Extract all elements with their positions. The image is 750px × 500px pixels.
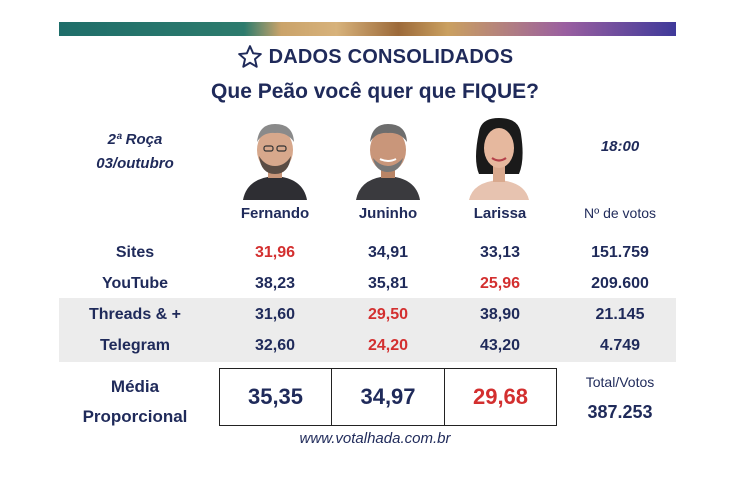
- row-value: 33,13: [479, 244, 521, 261]
- average-label-line2: Proporcional: [82, 407, 188, 426]
- round-info: 2ª Roça 03/outubro: [70, 128, 200, 176]
- row-value: 25,96: [479, 275, 521, 292]
- average-box: 29,68: [444, 368, 557, 426]
- candidate-photo-fernando: [237, 112, 313, 200]
- candidate-photo-juninho: [350, 112, 426, 200]
- row-label: Telegram: [100, 337, 170, 354]
- total-votes-label: Total/Votos: [585, 374, 655, 390]
- page-subtitle: Que Peão você quer que FIQUE?: [211, 80, 539, 103]
- star-icon: [237, 45, 262, 68]
- table-row: Sites 31,96 34,91 33,13 151.759: [0, 238, 750, 268]
- candidate-name-larissa: Larissa: [473, 205, 527, 222]
- row-votes: 209.600: [591, 275, 649, 292]
- row-value: 43,20: [479, 337, 521, 354]
- row-value: 29,50: [367, 306, 409, 323]
- row-value: 38,90: [479, 306, 521, 323]
- page-title: DADOS CONSOLIDADOS: [268, 45, 514, 68]
- row-value: 38,23: [254, 275, 296, 292]
- title-row: DADOS CONSOLIDADOS: [0, 44, 750, 70]
- round-label: 2ª Roça: [107, 131, 163, 148]
- round-date: 03/outubro: [96, 155, 174, 172]
- time-label: 18:00: [600, 138, 640, 155]
- row-value: 31,60: [254, 306, 296, 323]
- website-link[interactable]: www.votalhada.com.br: [299, 430, 451, 447]
- row-votes: 21.145: [595, 306, 645, 323]
- table-row: Telegram 32,60 24,20 43,20 4.749: [0, 331, 750, 361]
- row-value: 35,81: [367, 275, 409, 292]
- row-value: 31,96: [254, 244, 296, 261]
- total-votes-value: 387.253: [587, 402, 653, 422]
- row-label: Threads & +: [88, 306, 182, 323]
- average-box: 34,97: [331, 368, 445, 426]
- row-value: 24,20: [367, 337, 409, 354]
- average-box: 35,35: [219, 368, 332, 426]
- table-row: YouTube 38,23 35,81 25,96 209.600: [0, 269, 750, 299]
- row-votes: 4.749: [599, 337, 641, 354]
- row-label: Sites: [115, 244, 155, 261]
- candidate-name-fernando: Fernando: [240, 205, 310, 222]
- row-votes: 151.759: [591, 244, 649, 261]
- row-value: 32,60: [254, 337, 296, 354]
- candidate-photo-larissa: [461, 112, 537, 200]
- shaded-band: [59, 298, 676, 362]
- header-banner: [59, 22, 676, 36]
- average-label-line1: Média: [110, 377, 160, 396]
- average-label: Média Proporcional: [70, 372, 200, 432]
- candidate-name-juninho: Juninho: [358, 205, 418, 222]
- table-row: Threads & + 31,60 29,50 38,90 21.145: [0, 300, 750, 330]
- row-label: YouTube: [101, 275, 169, 292]
- row-value: 34,91: [367, 244, 409, 261]
- votes-column-header: Nº de votos: [583, 205, 657, 221]
